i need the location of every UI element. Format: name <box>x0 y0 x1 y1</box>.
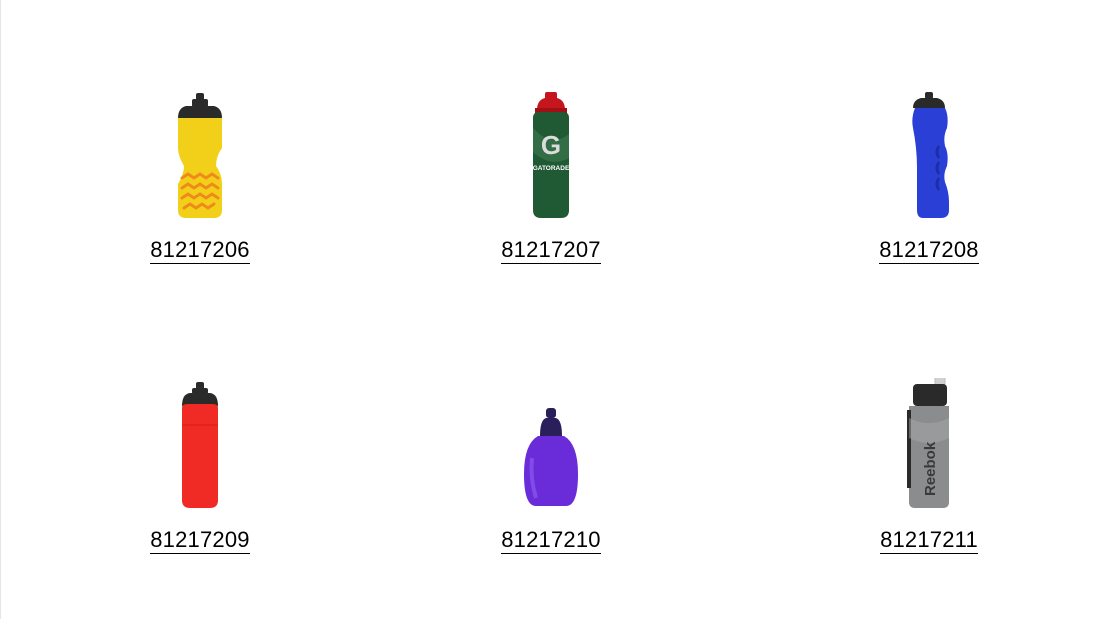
product-image-link[interactable] <box>100 88 300 223</box>
page-left-border <box>0 0 1 619</box>
green-gatorade-bottle-icon: G GATORADE <box>533 92 570 218</box>
product-sku-link[interactable]: 81217210 <box>501 527 601 554</box>
product-image-link[interactable] <box>451 378 651 513</box>
gatorade-logo-text: GATORADE <box>533 165 570 172</box>
product-sku-link[interactable]: 81217211 <box>880 527 978 554</box>
red-sport-bottle-icon <box>182 382 218 508</box>
product-card: 81217208 <box>829 88 1029 264</box>
product-sku-link[interactable]: 81217208 <box>879 237 979 264</box>
product-card: 81217206 <box>100 88 300 264</box>
purple-flask-bottle-icon <box>524 408 578 506</box>
product-sku-link[interactable]: 81217207 <box>501 237 601 264</box>
product-card: Reebok 81217211 <box>829 378 1029 554</box>
product-card: G GATORADE 81217207 <box>451 88 651 264</box>
product-image-link[interactable] <box>100 378 300 513</box>
reebok-logo-text: Reebok <box>922 441 939 496</box>
product-card: 81217209 <box>100 378 300 554</box>
grey-reebok-bottle-icon: Reebok <box>907 378 949 508</box>
product-image-link[interactable] <box>829 88 1029 223</box>
product-sku-link[interactable]: 81217209 <box>150 527 250 554</box>
product-sku-link[interactable]: 81217206 <box>150 237 250 264</box>
yellow-sport-bottle-icon <box>178 93 222 218</box>
svg-text:G: G <box>541 130 561 160</box>
product-card: 81217210 <box>451 378 651 554</box>
blue-grip-bottle-icon <box>912 92 949 218</box>
product-image-link[interactable]: G GATORADE <box>451 88 651 223</box>
product-image-link[interactable]: Reebok <box>829 378 1029 513</box>
